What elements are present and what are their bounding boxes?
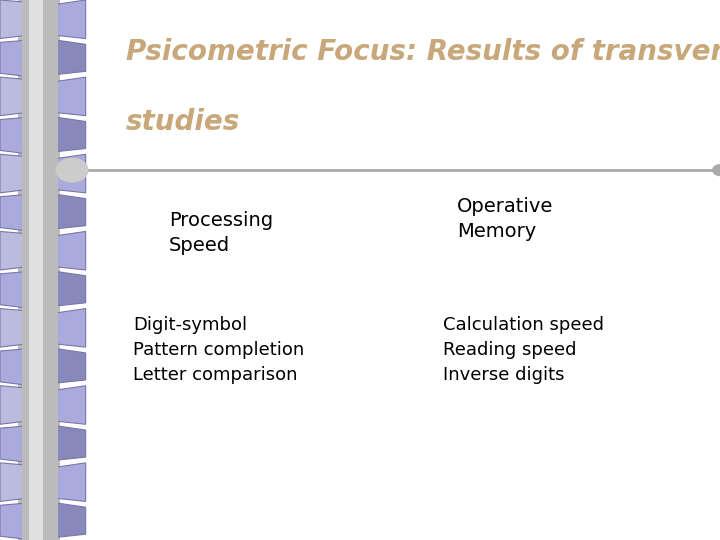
Polygon shape	[32, 502, 86, 540]
Polygon shape	[0, 502, 46, 540]
Bar	[18, 0, 60, 540]
Polygon shape	[32, 270, 86, 308]
Circle shape	[713, 165, 720, 176]
Text: Processing
Speed: Processing Speed	[169, 211, 274, 254]
Polygon shape	[32, 77, 86, 116]
Polygon shape	[0, 154, 46, 193]
Polygon shape	[0, 347, 46, 386]
Polygon shape	[32, 463, 86, 502]
Polygon shape	[32, 116, 86, 154]
Polygon shape	[0, 308, 46, 347]
Polygon shape	[0, 38, 46, 77]
Text: studies: studies	[126, 108, 240, 136]
Bar	[29, 0, 43, 540]
Polygon shape	[0, 193, 46, 232]
Text: Operative
Memory: Operative Memory	[457, 197, 554, 241]
Polygon shape	[0, 270, 46, 308]
Polygon shape	[0, 232, 46, 270]
Polygon shape	[0, 0, 46, 38]
Circle shape	[56, 158, 88, 182]
Text: Calculation speed
Reading speed
Inverse digits: Calculation speed Reading speed Inverse …	[443, 316, 604, 384]
Polygon shape	[32, 308, 86, 347]
Polygon shape	[32, 154, 86, 193]
Polygon shape	[0, 77, 46, 116]
Text: Psicometric Focus: Results of transverse: Psicometric Focus: Results of transverse	[126, 38, 720, 66]
Text: Digit-symbol
Pattern completion
Letter comparison: Digit-symbol Pattern completion Letter c…	[133, 316, 305, 384]
Polygon shape	[32, 386, 86, 424]
Polygon shape	[0, 386, 46, 424]
Polygon shape	[32, 0, 86, 38]
Polygon shape	[32, 232, 86, 270]
Bar	[22, 0, 58, 540]
Polygon shape	[32, 347, 86, 386]
Polygon shape	[0, 424, 46, 463]
Polygon shape	[0, 463, 46, 502]
Polygon shape	[32, 38, 86, 77]
Polygon shape	[32, 193, 86, 232]
Bar	[27, 0, 43, 540]
Polygon shape	[32, 424, 86, 463]
Polygon shape	[0, 116, 46, 154]
